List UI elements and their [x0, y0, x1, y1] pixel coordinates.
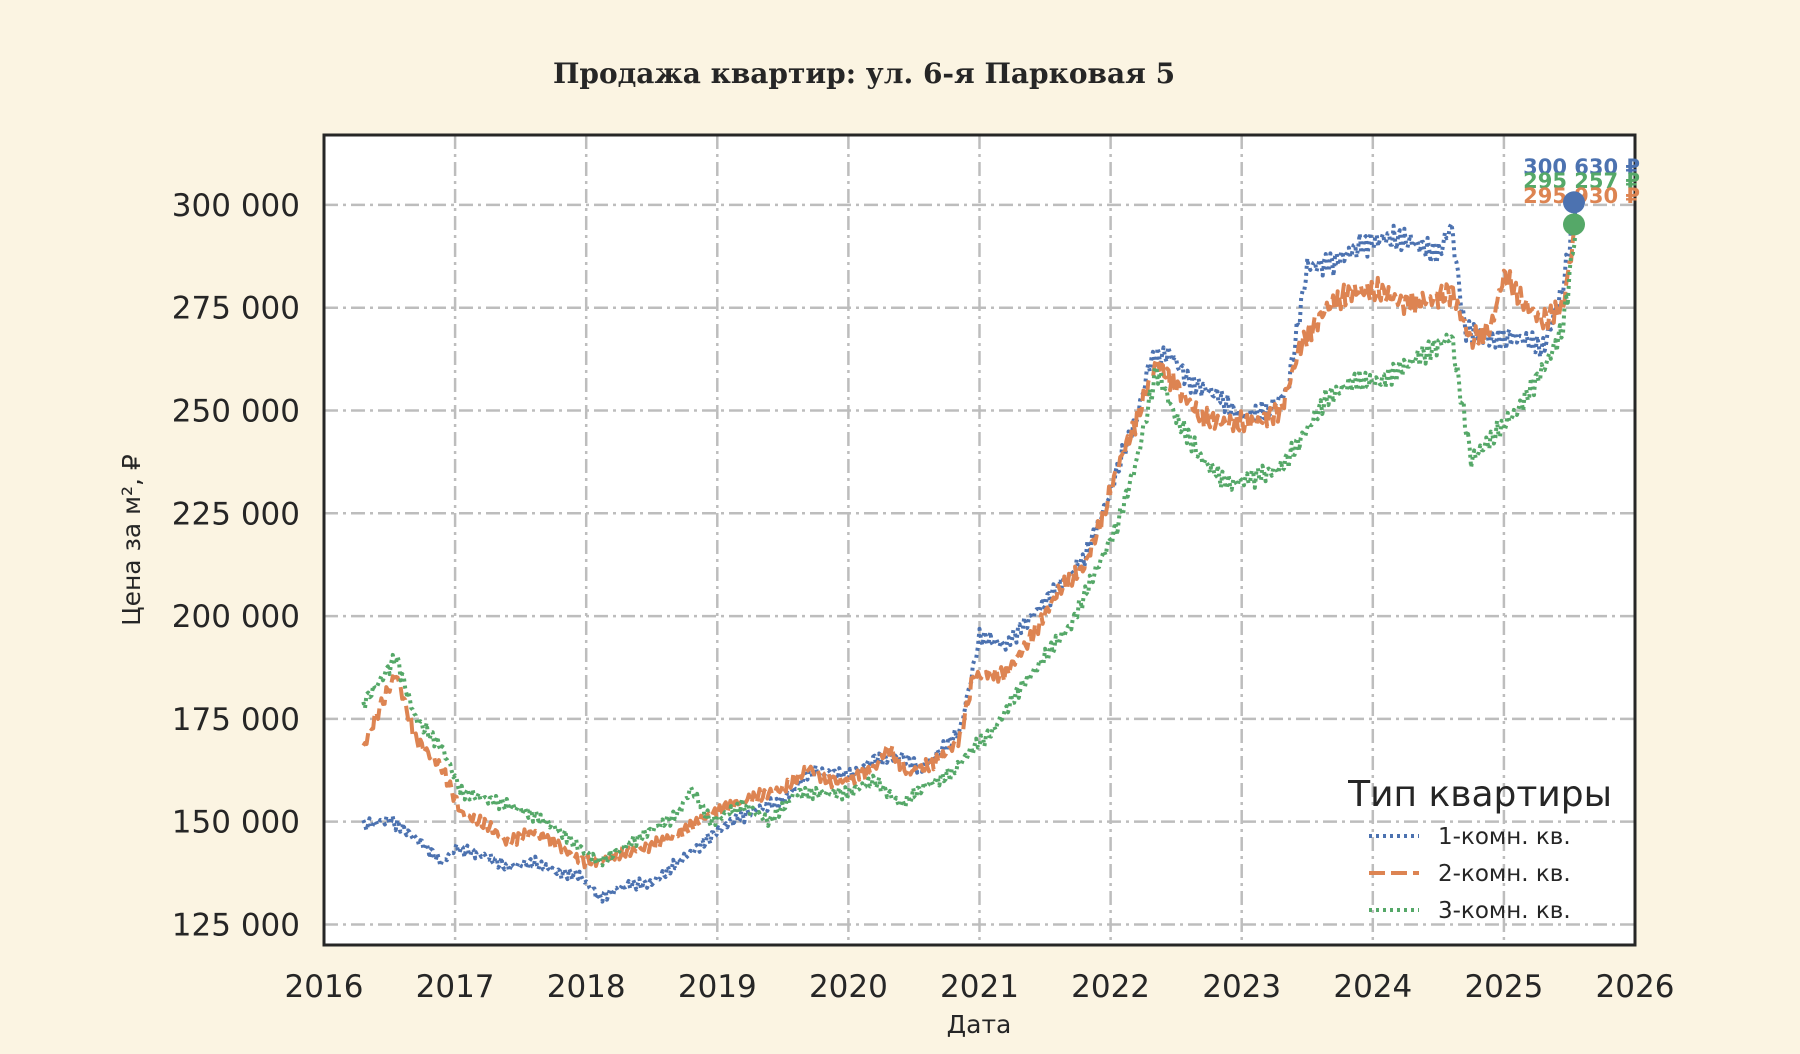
- x-tick-label: 2019: [678, 969, 757, 1005]
- legend-label: 1-комн. кв.: [1438, 824, 1571, 850]
- series-layer: [361, 202, 1578, 904]
- y-tick-label: 300 000: [172, 188, 300, 224]
- series-line: [361, 220, 1578, 870]
- end-point-marker: [1563, 213, 1585, 236]
- x-tick-label: 2023: [1202, 969, 1281, 1005]
- y-tick-label: 200 000: [172, 599, 300, 635]
- x-tick-label: 2020: [809, 969, 888, 1005]
- y-tick-label: 250 000: [172, 393, 300, 429]
- legend-label: 2-комн. кв.: [1438, 861, 1571, 887]
- x-tick-label: 2025: [1464, 969, 1543, 1005]
- y-tick-label: 150 000: [172, 805, 300, 841]
- x-tick-label: 2018: [547, 969, 626, 1005]
- x-axis-label: Дата: [947, 1010, 1012, 1039]
- x-tick-label: 2016: [285, 969, 364, 1005]
- end-value-label: 300 630 ₽: [1523, 155, 1640, 179]
- series-line: [361, 224, 1578, 868]
- chart-title: Продажа квартир: ул. 6-я Парковая 5: [553, 57, 1175, 90]
- y-axis-label: Цена за м², ₽: [117, 454, 146, 626]
- x-tick-label: 2017: [416, 969, 495, 1005]
- end-markers: 300 630 ₽295 257 ₽295 930 ₽: [1523, 155, 1640, 236]
- legend-label: 3-комн. кв.: [1438, 898, 1571, 924]
- y-tick-label: 175 000: [172, 702, 300, 738]
- end-point-marker: [1563, 191, 1585, 214]
- legend-title: Тип квартиры: [1347, 774, 1612, 815]
- x-tick-label: 2021: [940, 969, 1019, 1005]
- x-tick-label: 2026: [1596, 969, 1675, 1005]
- y-tick-label: 125 000: [172, 907, 300, 943]
- x-tick-label: 2022: [1071, 969, 1150, 1005]
- plot-frame: [322, 133, 1637, 947]
- end-value-label: 295 257 ₽: [1523, 169, 1640, 193]
- y-tick-label: 275 000: [172, 291, 300, 327]
- y-tick-label: 225 000: [172, 496, 300, 532]
- tick-labels: 2016 2017 2018 2019 2020 2021 2022 2023 2024 2025…: [172, 188, 1675, 1005]
- legend-items: 1-комн. кв. 2-комн. кв. 3-комн. кв.: [1369, 824, 1571, 924]
- x-tick-label: 2024: [1333, 969, 1412, 1005]
- legend: Тип квартиры 1-комн. кв. 2-комн. кв. 3-ком…: [1347, 774, 1612, 924]
